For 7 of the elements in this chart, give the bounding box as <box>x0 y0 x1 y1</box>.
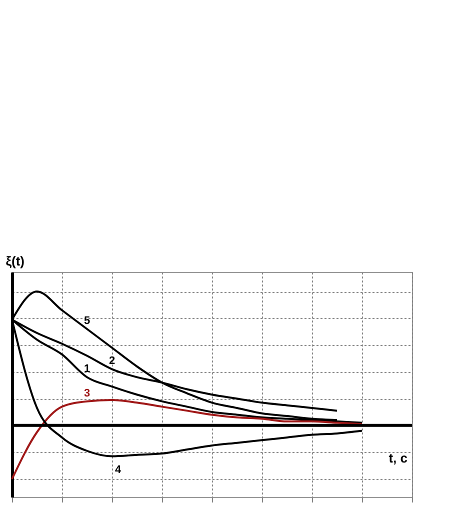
series-label: 5 <box>84 315 90 327</box>
series-label: 2 <box>108 355 116 368</box>
x-axis-title: t, c <box>388 450 408 466</box>
series-label: 1 <box>84 363 90 376</box>
y-axis-title: ξ(t) <box>6 254 24 268</box>
series-label: 3 <box>84 387 90 400</box>
series-label: 4 <box>114 464 122 476</box>
